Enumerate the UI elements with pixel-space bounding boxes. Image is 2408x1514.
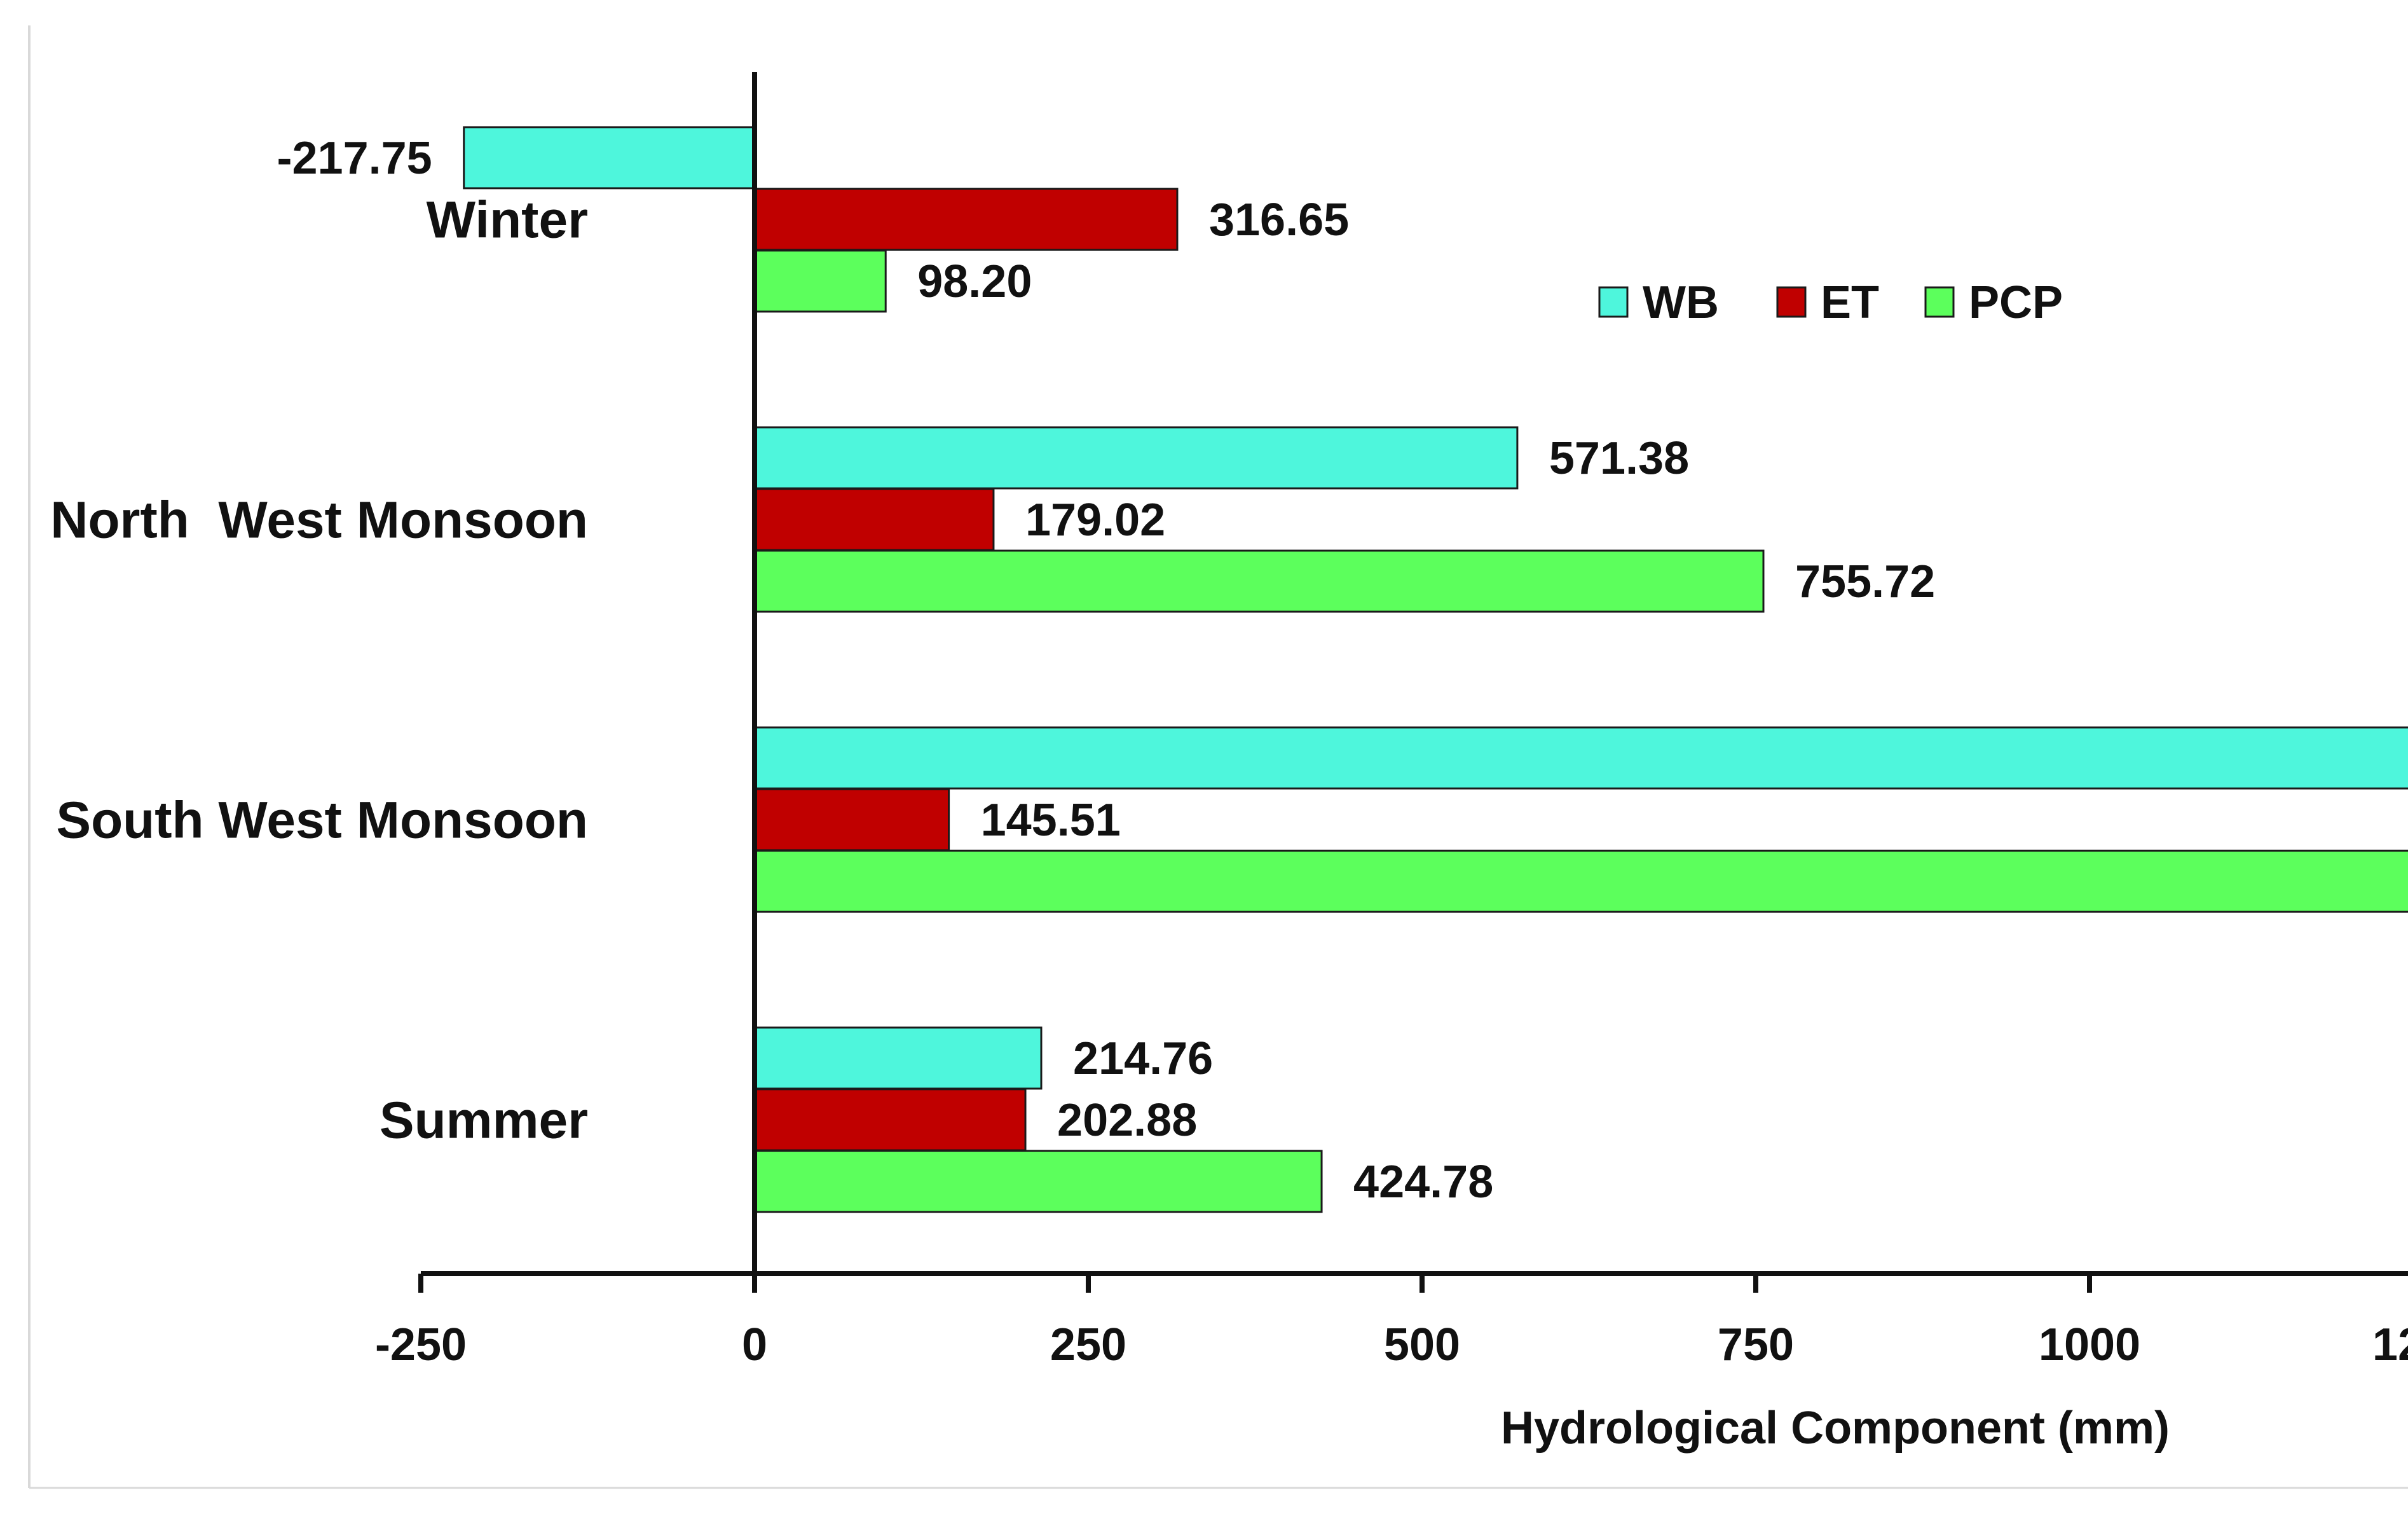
bar-pcp-3	[753, 1150, 1323, 1213]
value-label-et-0: 316.65	[1209, 195, 1349, 245]
x-tick-label-2: 250	[1050, 1319, 1126, 1370]
bar-pcp-2	[753, 850, 2408, 913]
value-label-et-3: 202.88	[1057, 1095, 1197, 1146]
bars-group	[463, 126, 2408, 1213]
bar-wb-3	[753, 1026, 1043, 1090]
bar-wb-2	[753, 726, 2408, 790]
value-label-pcp-3: 424.78	[1353, 1157, 1493, 1208]
x-tick-label-4: 750	[1718, 1319, 1794, 1370]
bar-et-1	[753, 488, 995, 551]
value-label-wb-3: 214.76	[1073, 1033, 1213, 1084]
bar-wb-1	[753, 426, 1519, 490]
bar-pcp-1	[753, 549, 1765, 613]
category-label-1: North West Monsoon	[50, 492, 588, 549]
x-tick-label-5: 1000	[2039, 1319, 2140, 1370]
value-label-wb-0: -217.75	[277, 133, 432, 184]
x-tick-label-1: 0	[742, 1319, 767, 1370]
x-axis-title: Hydrological Component (mm)	[1501, 1403, 2170, 1454]
bar-et-0	[753, 188, 1179, 251]
bar-wb-0	[463, 126, 756, 189]
category-label-3: Summer	[380, 1092, 588, 1150]
value-label-et-1: 179.02	[1025, 495, 1165, 546]
value-label-pcp-0: 98.20	[917, 256, 1032, 307]
category-label-2: South West Monsoon	[56, 792, 588, 850]
value-label-pcp-1: 755.72	[1795, 556, 1935, 607]
legend-label-et: ET	[1821, 277, 1879, 328]
bar-et-3	[753, 1088, 1027, 1152]
legend-swatch-wb	[1598, 286, 1629, 318]
x-tick-label-6: 1250	[2372, 1319, 2408, 1370]
legend-swatch-et	[1776, 286, 1807, 318]
x-ticks-group: -25002505007501000125015001750	[375, 1274, 2408, 1370]
category-labels-group: Winter North West Monsoon South West Monso…	[50, 191, 588, 1150]
value-label-et-2: 145.51	[981, 795, 1121, 846]
legend-label-wb: WB	[1643, 277, 1719, 328]
legend-label-pcp: PCP	[1969, 277, 2063, 328]
bar-et-2	[753, 788, 950, 851]
x-tick-label-3: 500	[1384, 1319, 1460, 1370]
legend: WB ET PCP	[1598, 277, 2063, 328]
category-label-0: Winter	[427, 191, 588, 249]
x-tick-label-0: -250	[375, 1319, 467, 1370]
bar-pcp-0	[753, 249, 887, 313]
value-labels-group: -217.75316.6598.20571.38179.02755.721582…	[277, 133, 1936, 1208]
legend-swatch-pcp	[1924, 286, 1955, 318]
value-label-wb-1: 571.38	[1549, 433, 1689, 484]
